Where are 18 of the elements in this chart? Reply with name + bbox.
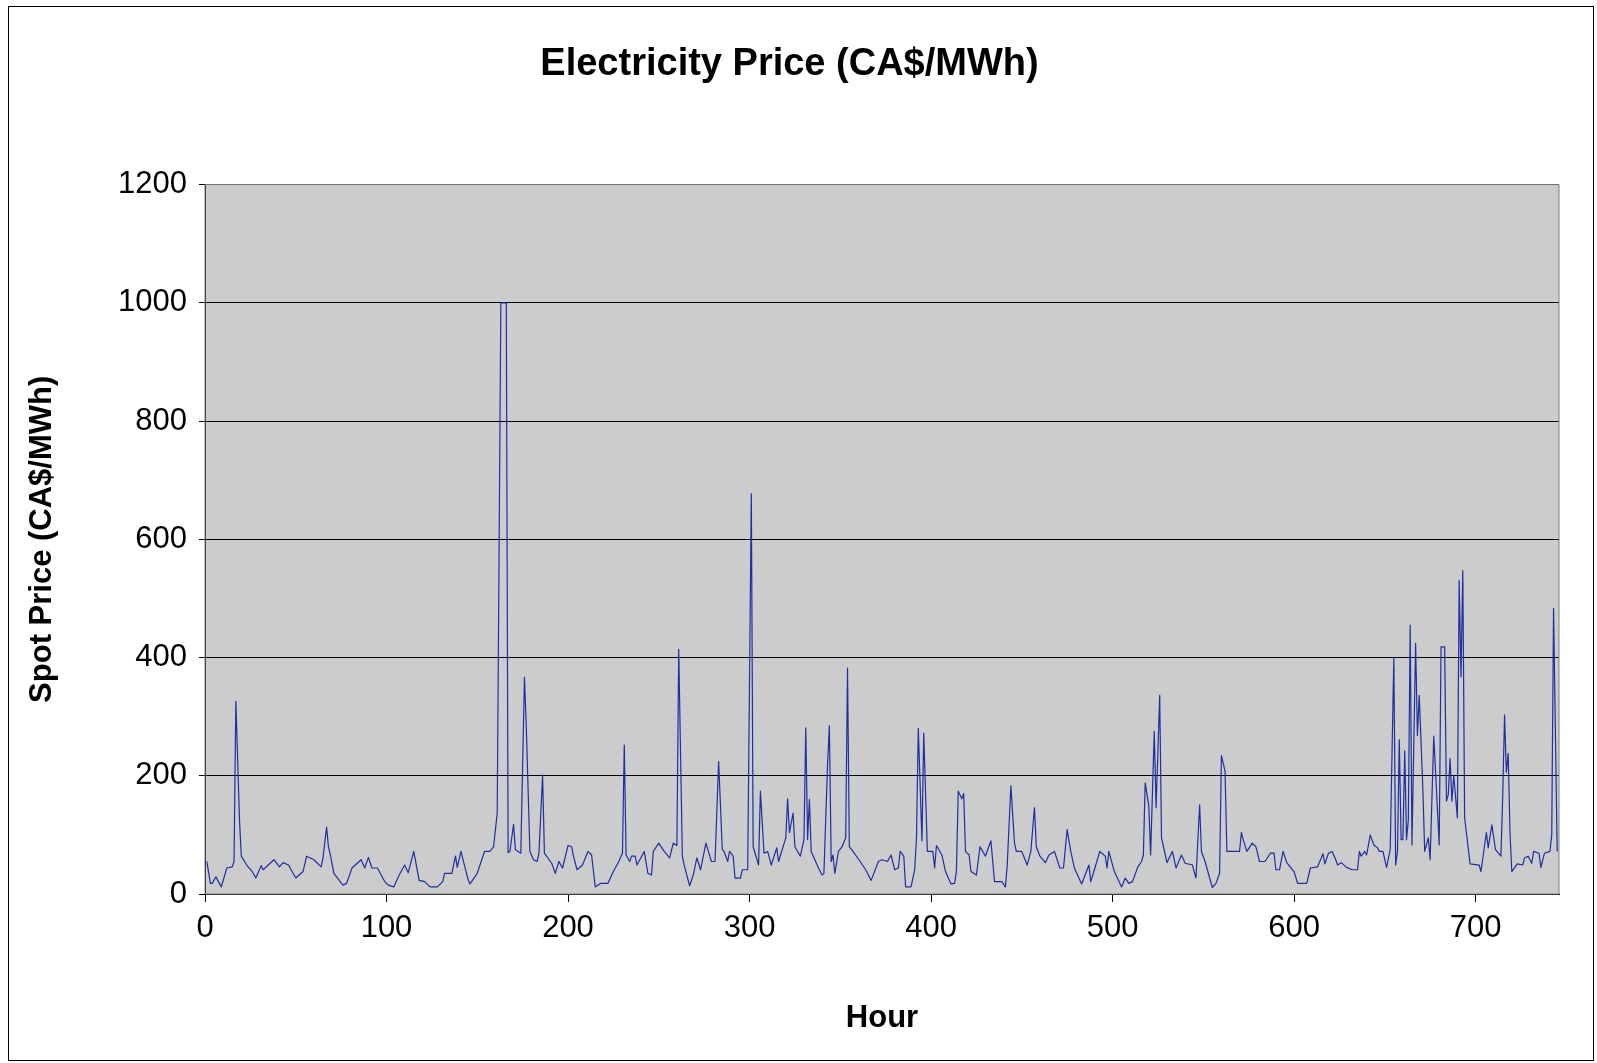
x-tick-label: 200: [542, 909, 594, 945]
x-tick-label: 500: [1086, 909, 1139, 945]
x-tick-label: 600: [1268, 909, 1320, 945]
y-tick-label: 200: [135, 756, 187, 792]
x-tick-label: 400: [905, 909, 957, 945]
x-tick-label: 100: [360, 909, 413, 945]
chart-title: Electricity Price (CA$/MWh): [540, 41, 1039, 84]
y-tick-label: 800: [135, 401, 187, 437]
y-tick-label: 1200: [118, 165, 187, 201]
x-tick-label: 0: [196, 909, 214, 945]
y-tick-label: 400: [135, 638, 187, 674]
y-tick-label: 1000: [118, 283, 187, 319]
x-tick-label: 700: [1449, 909, 1502, 945]
y-tick-label: 600: [135, 519, 187, 555]
x-axis-title: Hour: [845, 998, 919, 1034]
y-tick-label: 0: [169, 874, 187, 910]
x-tick-label: 300: [723, 909, 776, 945]
y-axis-title: Spot Price (CA$/MWh): [23, 375, 59, 703]
